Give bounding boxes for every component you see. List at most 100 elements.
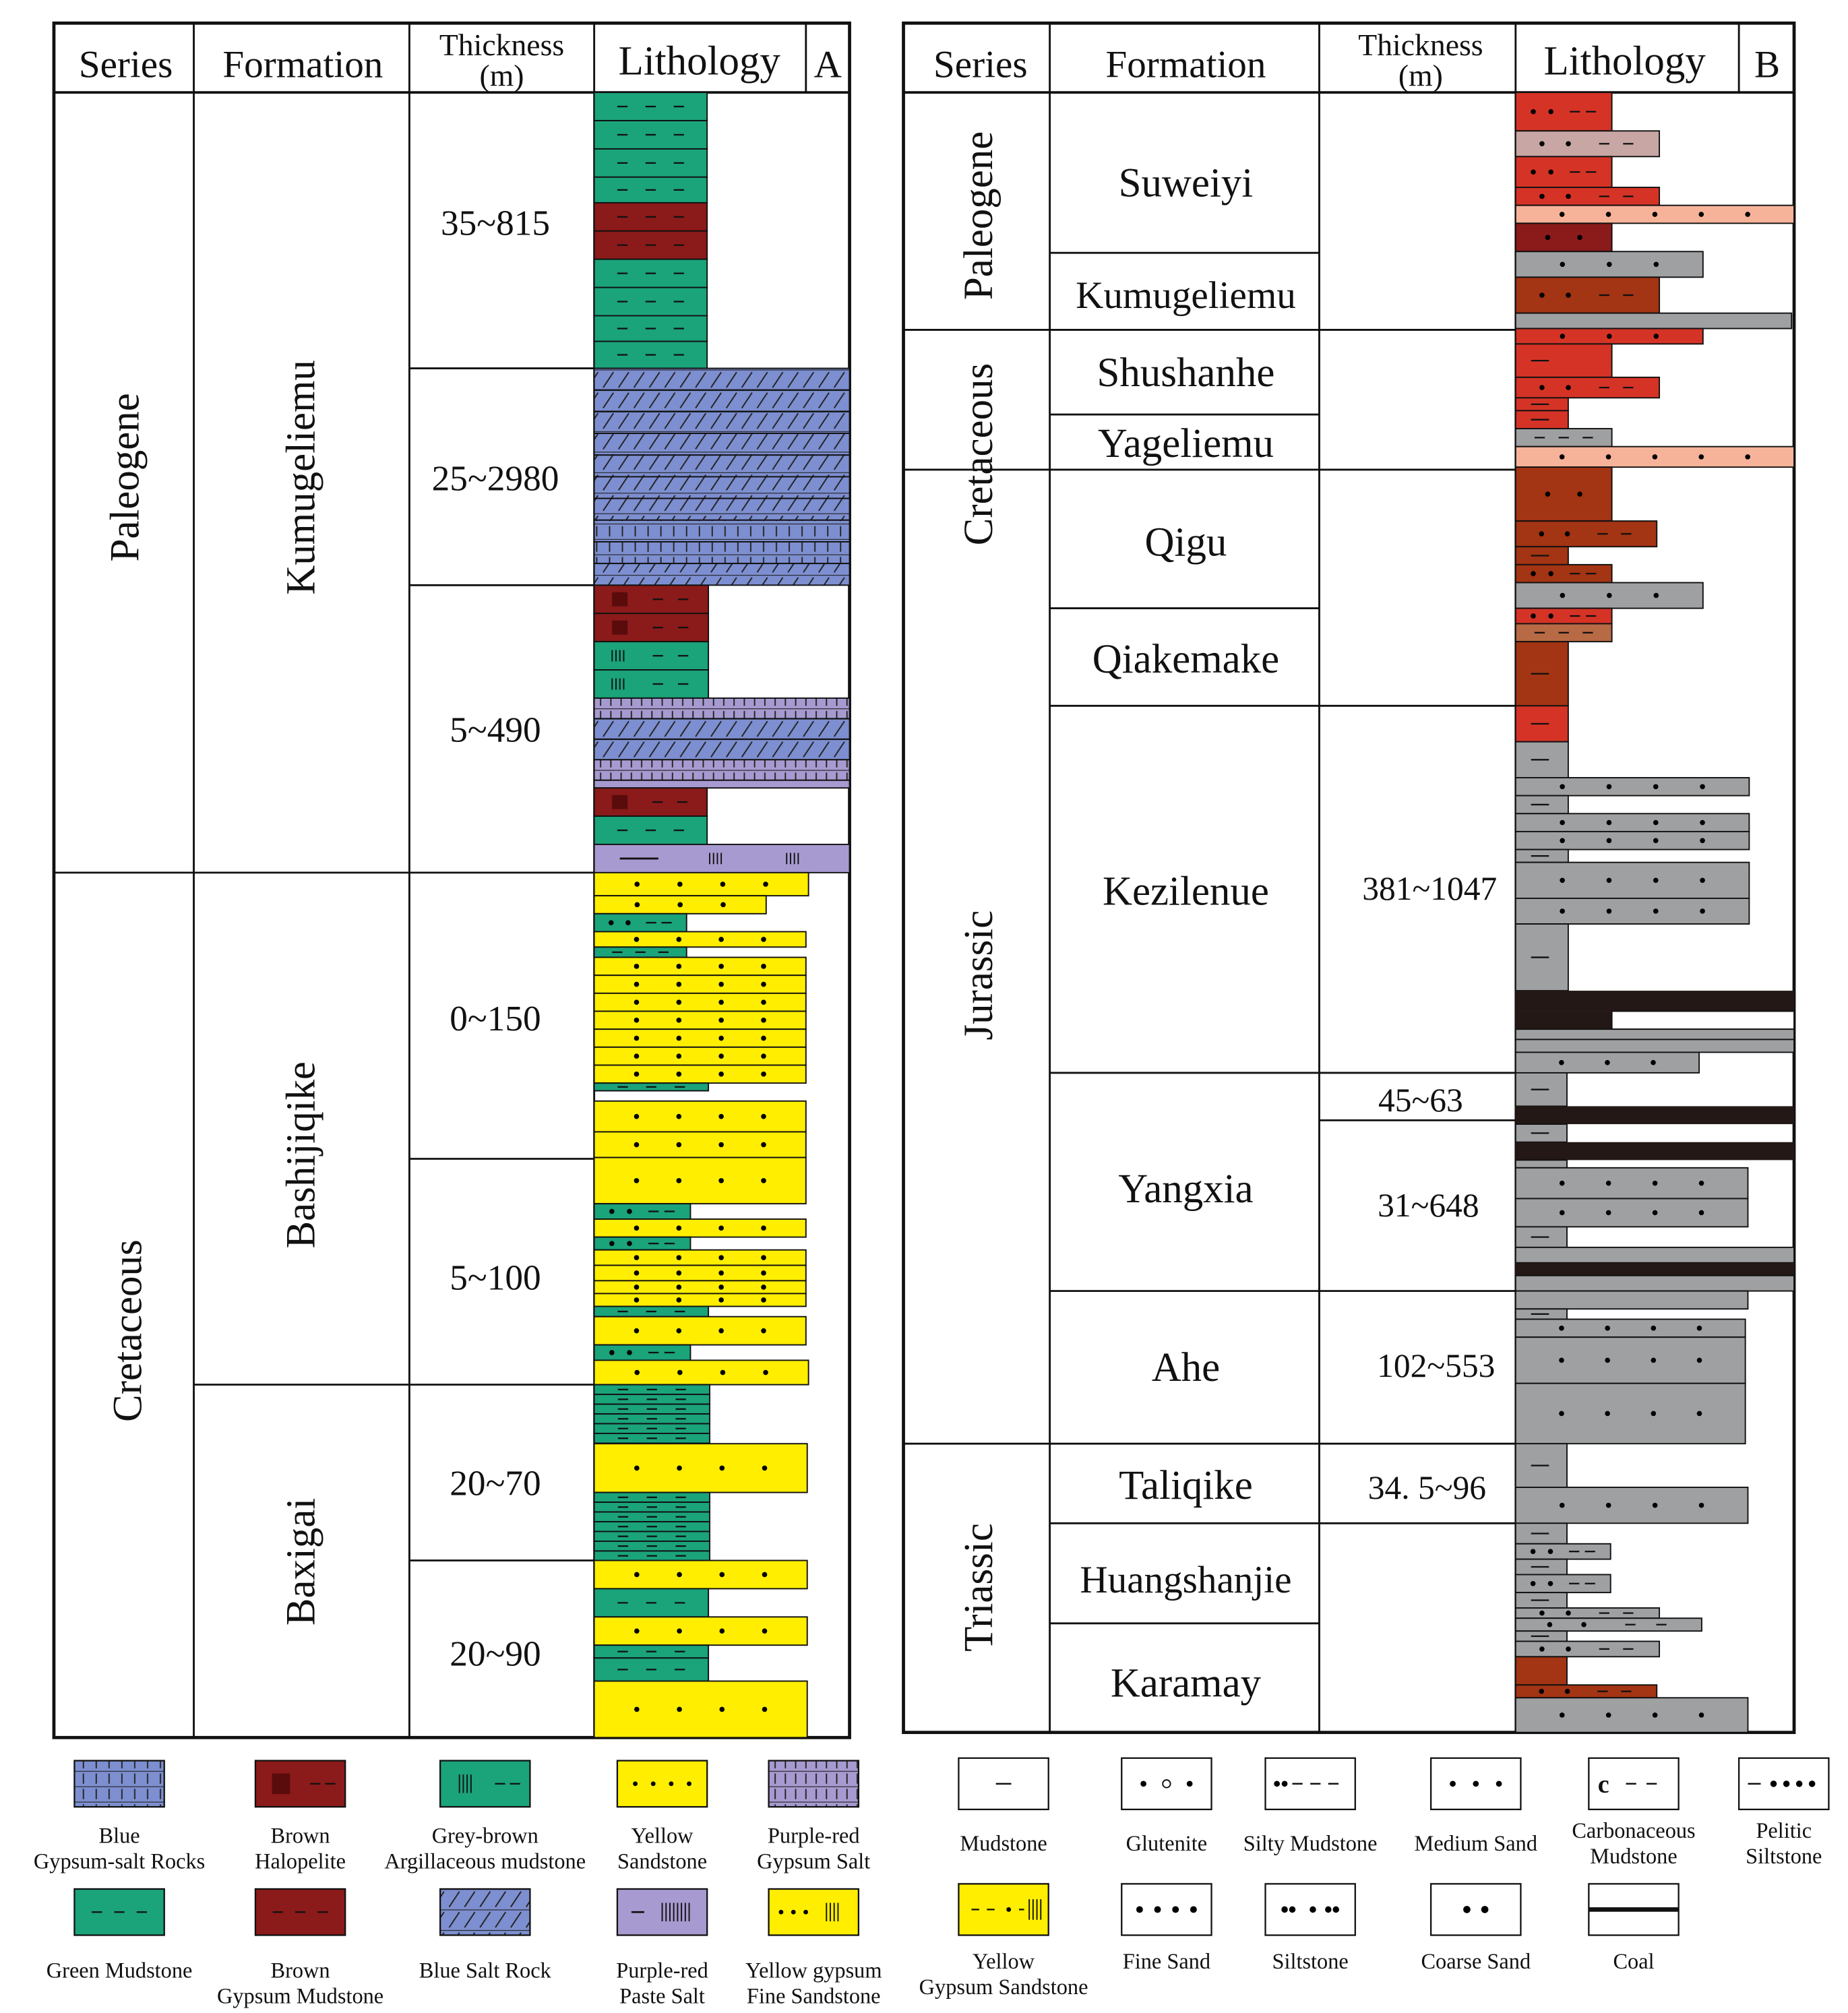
dot-mark	[676, 1328, 682, 1334]
lithology-bed	[593, 1293, 807, 1307]
dot-mark	[718, 964, 724, 969]
lithology-bed	[1514, 1226, 1568, 1248]
dot-mark	[718, 937, 724, 942]
blue-gypsum-salt-bed	[593, 410, 851, 435]
dot-mark	[1140, 1780, 1146, 1787]
dot-mark	[761, 1035, 766, 1041]
legend-label: Purple-red	[768, 1824, 860, 1848]
dot-mark	[1698, 1502, 1704, 1508]
dot-mark	[1281, 1780, 1288, 1787]
panel-b-formation-shushanhe: Shushanhe	[1097, 350, 1274, 396]
dot-mark	[676, 1297, 682, 1303]
panel-a-header-formation: Formation	[222, 43, 383, 86]
coarse-sand-swatch	[1430, 1883, 1522, 1936]
dot-mark	[1547, 1549, 1553, 1554]
dot-mark	[761, 1113, 766, 1119]
panel-b: Series Formation Thickness (m) Lithology…	[902, 21, 1796, 1735]
salt-mark	[272, 1773, 290, 1795]
dot-mark	[1560, 877, 1565, 884]
dot-mark	[1136, 1906, 1143, 1913]
dot-mark	[1795, 1780, 1803, 1787]
dot-mark	[634, 1369, 640, 1375]
dot-mark	[676, 1035, 682, 1041]
dot-mark	[761, 999, 766, 1005]
panel-b-formation-yangxia: Yangxia	[1118, 1167, 1253, 1212]
panel-b-series-cretaceous: Cretaceous	[956, 363, 1002, 546]
lithology-bed	[593, 1559, 808, 1590]
dot-mark	[1545, 235, 1551, 241]
lithology-bed	[1514, 1382, 1746, 1445]
dot-mark	[718, 1053, 724, 1059]
lithology-bed	[593, 641, 710, 671]
dot-mark	[1539, 1688, 1545, 1694]
lithology-bed	[593, 1264, 807, 1282]
dot-mark	[1653, 838, 1659, 844]
dot-mark	[1606, 784, 1612, 790]
dot-mark	[718, 1297, 724, 1303]
dot-mark	[720, 902, 726, 908]
carbon-mark: c	[1598, 1770, 1609, 1799]
dot-mark	[720, 881, 726, 887]
lithology-bed	[593, 1443, 808, 1493]
dot-mark	[1698, 454, 1704, 460]
coal-bed	[1515, 991, 1795, 1012]
coal-bed	[1515, 1011, 1612, 1030]
dot-mark	[634, 902, 640, 908]
legend-item-siltstone: Siltstone	[1264, 1883, 1356, 1974]
dot-mark	[627, 1208, 632, 1214]
dot-mark	[1607, 334, 1612, 339]
dot-mark	[1606, 908, 1612, 914]
dot-mark	[1653, 819, 1659, 826]
dot-mark	[634, 1018, 640, 1023]
dot-mark	[676, 1053, 682, 1059]
dot-mark	[634, 1328, 640, 1334]
dot-mark	[1698, 1180, 1704, 1186]
lithology-bed	[593, 1344, 691, 1361]
dot-mark	[1653, 334, 1659, 339]
lithology-bed	[1514, 1167, 1749, 1200]
legend-label: Coarse Sand	[1421, 1950, 1531, 1974]
panel-a-header-thickness: Thickness	[439, 28, 564, 62]
dot-mark	[1652, 1210, 1658, 1216]
lithology-bed	[1514, 1684, 1658, 1699]
dot-mark	[676, 1142, 682, 1148]
dot-mark	[763, 881, 768, 887]
dot-mark	[1651, 1411, 1657, 1417]
dot-mark	[609, 1350, 615, 1355]
panel-b-formation-qiakemake: Qiakemake	[1092, 637, 1279, 682]
dot-mark	[1547, 1621, 1553, 1628]
lithology-bed	[1514, 777, 1750, 797]
lithology-bed	[593, 974, 807, 994]
dot-mark	[1605, 1502, 1611, 1508]
dot-mark	[677, 1628, 682, 1634]
dot-mark	[1605, 1210, 1611, 1216]
blue-gypsum-salt-bed	[593, 433, 851, 456]
panel-a-header-thickness-unit: (m)	[480, 59, 524, 93]
lithology-bed	[1514, 1574, 1611, 1594]
legend-item-mudstone: Mudstone	[958, 1757, 1049, 1856]
blue-gypsum-salt-bed	[593, 389, 851, 412]
medium-sand-swatch	[1430, 1757, 1522, 1811]
salt-mark	[612, 795, 628, 809]
lithology-bed	[1514, 830, 1750, 850]
panel-a-formation-baxigai: Baxigai	[279, 1498, 324, 1625]
dot-mark	[1606, 819, 1612, 826]
dot-mark	[634, 1465, 640, 1471]
legend-label: Carbonaceous	[1572, 1819, 1695, 1843]
lithology-bed	[593, 1616, 808, 1646]
panel-b-formation-kezilenue: Kezilenue	[1103, 869, 1269, 914]
dot-mark	[761, 1255, 766, 1260]
lithology-bed	[593, 584, 710, 615]
panel-a-header-lithology: Lithology	[619, 38, 781, 84]
legend-label: Blue Salt Rock	[419, 1958, 552, 1983]
dot-mark	[718, 1328, 724, 1334]
dot-mark	[1481, 1906, 1489, 1913]
panel-a-frame	[52, 21, 851, 1739]
dot-mark	[1566, 141, 1571, 147]
dot-mark	[718, 981, 724, 987]
lithology-bed	[1514, 1246, 1795, 1264]
